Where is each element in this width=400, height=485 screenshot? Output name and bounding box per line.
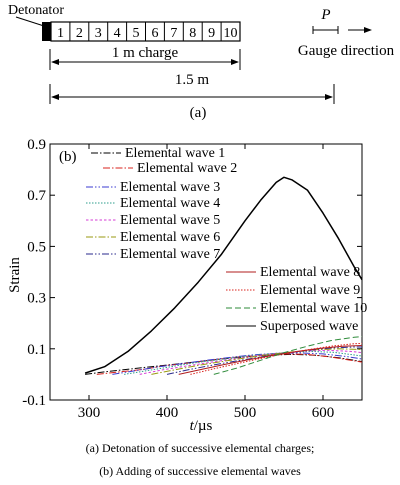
segment-label: 9 bbox=[208, 26, 215, 41]
detonator-block bbox=[42, 22, 51, 41]
segment-label: 8 bbox=[189, 26, 196, 41]
series-line-elemental-wave-1 bbox=[85, 353, 363, 375]
segment-label: 2 bbox=[76, 26, 83, 41]
legend-label: Elemental wave 9 bbox=[260, 283, 360, 298]
panel-b-label: (b) bbox=[59, 149, 77, 165]
charge-diagram: Detonator 1 2 3 4 5 6 7 8 9 10 1 m charge 1.5 m (… bbox=[8, 3, 395, 121]
x-axis-ticks: 300 400 500 600 bbox=[78, 144, 335, 421]
gauge-arrow-head bbox=[364, 27, 372, 33]
x-axis-title-symbol: t bbox=[190, 418, 195, 434]
segment-label: 6 bbox=[151, 26, 158, 41]
x-tick-label: 500 bbox=[234, 405, 257, 421]
figure: Detonator 1 2 3 4 5 6 7 8 9 10 1 m charge 1.5 m (… bbox=[7, 3, 395, 434]
series-line-elemental-wave-2 bbox=[96, 353, 363, 375]
y-tick-label: 0.1 bbox=[27, 342, 46, 358]
legend-label: Elemental wave 6 bbox=[120, 230, 220, 245]
total-dim-arrow-left bbox=[51, 94, 59, 100]
detonator-leader bbox=[15, 16, 45, 27]
series-line-elemental-wave-5 bbox=[139, 349, 363, 375]
segment-label: 1 bbox=[57, 26, 64, 41]
legend-label: Elemental wave 4 bbox=[120, 196, 220, 211]
segment-label: 4 bbox=[114, 26, 121, 41]
y-tick-label: 0.7 bbox=[27, 188, 46, 204]
caption-line-a: (a) Detonation of successive elemental c… bbox=[85, 441, 315, 455]
chart-series-lines bbox=[84, 176, 363, 375]
legend-label: Elemental wave 1 bbox=[125, 146, 225, 161]
series-line-elemental-wave-6 bbox=[151, 348, 363, 375]
y-tick-label: 0.9 bbox=[27, 137, 46, 153]
series-line-elemental-wave-10 bbox=[213, 336, 363, 375]
y-axis-title: Strain bbox=[7, 257, 23, 293]
legend-label: Elemental wave 7 bbox=[120, 247, 220, 262]
total-length-label: 1.5 m bbox=[175, 72, 210, 88]
total-dim-arrow-right bbox=[325, 94, 333, 100]
y-tick-label: 0.3 bbox=[27, 291, 46, 307]
y-tick-label: -0.1 bbox=[22, 393, 46, 409]
x-tick-label: 600 bbox=[312, 405, 335, 421]
gauge-direction-label: Gauge direction bbox=[298, 43, 395, 59]
charge-dim-arrow-right bbox=[231, 59, 239, 65]
plot-frame bbox=[49, 143, 363, 401]
series-line-elemental-wave-8 bbox=[178, 345, 363, 375]
y-axis-ticks: -0.1 0.1 0.3 0.5 0.7 0.9 bbox=[22, 137, 362, 409]
detonator-label: Detonator bbox=[8, 3, 64, 18]
caption-line-b: (b) Adding of successive elemental waves bbox=[99, 464, 301, 478]
segment-label: 3 bbox=[95, 26, 102, 41]
series-line-elemental-wave-4 bbox=[124, 350, 363, 375]
legend-label: Elemental wave 8 bbox=[260, 265, 360, 280]
charge-segments: 1 2 3 4 5 6 7 8 9 10 bbox=[57, 22, 238, 41]
x-axis-title-unit: /µs bbox=[194, 418, 213, 434]
charge-dim-arrow-left bbox=[51, 59, 59, 65]
legend-label: Elemental wave 2 bbox=[137, 161, 237, 176]
segment-label: 10 bbox=[224, 26, 238, 41]
strain-chart: -0.1 0.1 0.3 0.5 0.7 0.9 300 400 500 600 (b) Str… bbox=[7, 137, 367, 434]
legend-label: Elemental wave 5 bbox=[120, 213, 220, 228]
part-a-label: (a) bbox=[190, 105, 207, 121]
series-line-elemental-wave-7 bbox=[166, 346, 362, 375]
x-tick-label: 300 bbox=[78, 405, 101, 421]
legend-label: Elemental wave 10 bbox=[260, 301, 367, 316]
series-line-elemental-wave-9 bbox=[190, 342, 363, 375]
charge-length-label: 1 m charge bbox=[112, 45, 179, 61]
x-axis-title: t/µs bbox=[190, 418, 213, 434]
x-tick-label: 400 bbox=[156, 405, 179, 421]
legend-label: Superposed wave bbox=[260, 319, 358, 334]
segment-label: 7 bbox=[170, 26, 177, 41]
y-tick-label: 0.5 bbox=[27, 239, 46, 255]
gauge-symbol: P bbox=[320, 7, 330, 23]
series-line-superposed-wave bbox=[84, 176, 363, 374]
segment-label: 5 bbox=[133, 26, 140, 41]
legend-label: Elemental wave 3 bbox=[120, 180, 220, 195]
